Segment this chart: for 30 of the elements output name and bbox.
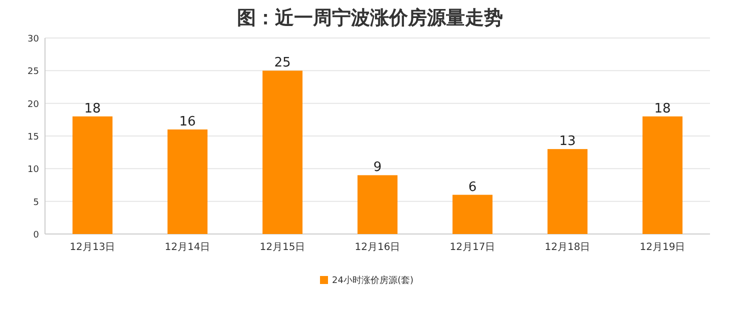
data-label: 16 <box>179 114 196 130</box>
x-tick-label: 12月19日 <box>640 242 686 253</box>
y-tick-label: 20 <box>28 100 40 110</box>
data-label: 13 <box>559 134 576 150</box>
data-label: 9 <box>373 160 382 176</box>
bar <box>642 116 682 234</box>
x-tick-label: 12月17日 <box>450 242 496 253</box>
y-tick-label: 0 <box>33 230 40 240</box>
bar <box>452 194 492 234</box>
x-tick-label: 12月16日 <box>354 242 400 253</box>
y-tick-label: 15 <box>28 132 39 142</box>
bar <box>168 129 208 234</box>
data-label: 18 <box>84 101 101 116</box>
x-tick-label: 12月14日 <box>164 242 210 253</box>
x-tick-label: 12月13日 <box>70 242 116 253</box>
bar <box>548 149 588 234</box>
chart-title: 图：近一周宁波涨价房源量走势 <box>237 7 503 29</box>
y-tick-label: 30 <box>28 34 40 44</box>
y-tick-label: 5 <box>33 198 39 208</box>
bar <box>72 116 112 234</box>
bar <box>358 175 398 234</box>
data-label: 6 <box>468 180 477 195</box>
bar <box>262 70 302 234</box>
y-tick-label: 25 <box>28 67 39 78</box>
data-label: 25 <box>274 56 291 71</box>
y-tick-label: 10 <box>28 165 40 176</box>
x-tick-label: 12月15日 <box>260 242 306 253</box>
legend-label: 24小时涨价房源(套) <box>332 275 414 286</box>
data-label: 18 <box>654 101 671 116</box>
x-tick-label: 12月18日 <box>544 242 590 253</box>
